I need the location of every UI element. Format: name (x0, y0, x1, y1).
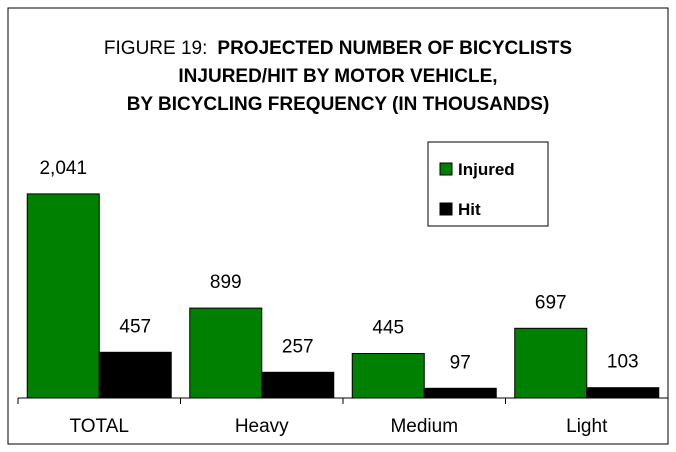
value-label: 697 (535, 292, 567, 313)
legend-label: Injured (458, 160, 515, 179)
bar (26, 193, 100, 399)
value-label: 2,041 (39, 158, 87, 179)
chart-title: FIGURE 19: PROJECTED NUMBER OF BICYCLISTS (104, 38, 572, 59)
value-label: 103 (607, 352, 639, 373)
legend-label: Hit (458, 200, 481, 219)
x-tick-label: Heavy (235, 416, 289, 437)
bar (351, 353, 425, 399)
title-line: PROJECTED NUMBER OF BICYCLISTS (217, 38, 572, 59)
legend-swatch (439, 202, 453, 216)
value-label: 257 (282, 336, 314, 357)
x-tick-label: Light (566, 416, 608, 437)
x-tick-label: Medium (390, 416, 458, 437)
bar (98, 351, 172, 399)
title-line: INJURED/HIT BY MOTOR VEHICLE, (178, 66, 497, 87)
legend-swatch (439, 162, 453, 176)
title-label: FIGURE 19: (104, 38, 207, 59)
bar (514, 327, 588, 399)
value-label: 97 (450, 352, 471, 373)
bar (423, 387, 497, 399)
title-line: BY BICYCLING FREQUENCY (IN THOUSANDS) (127, 94, 550, 115)
bar (586, 387, 660, 399)
value-label: 457 (119, 316, 151, 337)
bar (261, 371, 335, 399)
value-label: 445 (372, 318, 404, 339)
value-label: 899 (210, 272, 242, 293)
x-tick-label: TOTAL (70, 416, 129, 437)
bar (189, 307, 263, 399)
